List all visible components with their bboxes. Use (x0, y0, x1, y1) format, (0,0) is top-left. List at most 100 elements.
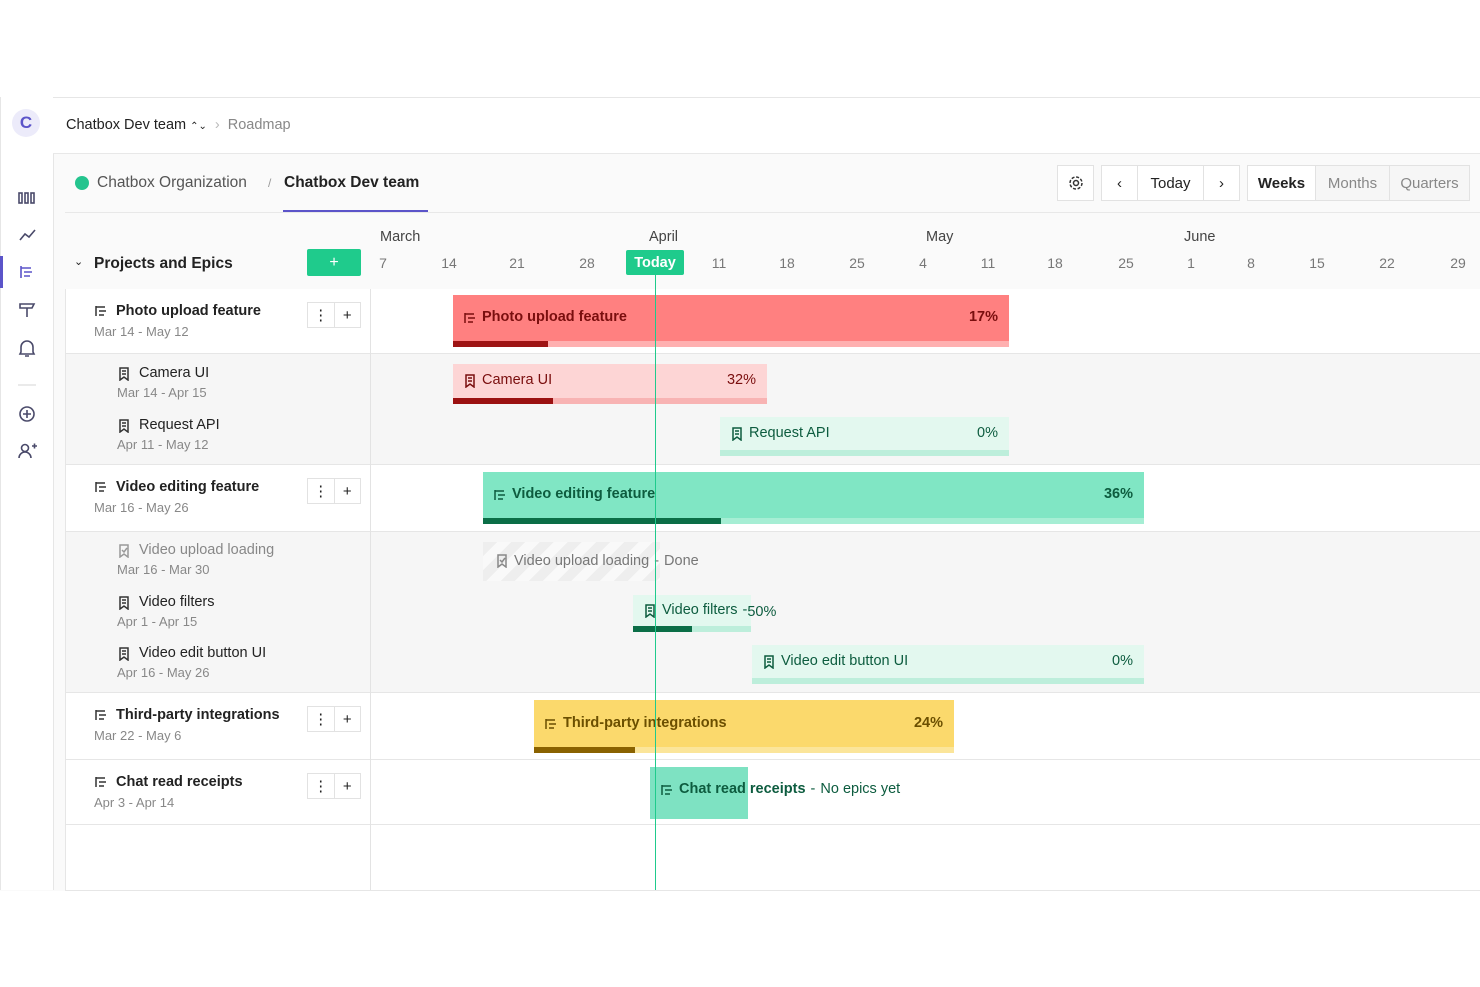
project-name[interactable]: Chat read receipts (116, 774, 243, 790)
today-button[interactable]: Today (1137, 165, 1204, 201)
done-icon (119, 544, 129, 558)
collapse-all[interactable]: ⌄ (74, 256, 84, 268)
day-label: 7 (379, 255, 387, 271)
settings-button[interactable] (1057, 165, 1094, 201)
progress-label: 32% (726, 372, 756, 388)
progress-track (453, 398, 767, 404)
progress-label: 0% (977, 424, 998, 441)
avatar[interactable]: C (12, 109, 40, 137)
bar-name: Video filters (662, 601, 738, 618)
view-button[interactable]: Quarters (1389, 165, 1470, 201)
add-button[interactable]: + (333, 303, 361, 327)
org-icon (75, 176, 89, 190)
team-switcher[interactable]: Chatbox Dev team ⌃⌄ › Roadmap (66, 117, 291, 133)
project-dates: Mar 14 - May 12 (94, 324, 189, 339)
bar-label: Request API (749, 425, 830, 441)
day-label: 25 (1118, 255, 1134, 271)
project-bar[interactable]: Video editing feature 36% (483, 472, 1144, 524)
bell-icon[interactable] (18, 340, 36, 357)
progress-track (633, 626, 751, 632)
menu-button[interactable]: ⋮ (313, 778, 329, 795)
sidebar-icons (0, 192, 37, 459)
project-bar[interactable]: Photo upload feature 17% (453, 295, 1009, 347)
icon-holder (94, 480, 108, 494)
day-label: 22 (1379, 255, 1395, 271)
add-button[interactable]: + (333, 479, 361, 503)
epic-name[interactable]: Camera UI (139, 365, 210, 381)
view-button[interactable]: Months (1315, 165, 1390, 201)
org-tab[interactable]: Chatbox Organization (97, 174, 247, 191)
day-label: 25 (849, 255, 865, 271)
add-icon[interactable] (19, 406, 35, 422)
crumb-separator: / (268, 176, 272, 190)
project-bar[interactable]: Third-party integrations 24% (534, 700, 954, 753)
project-name[interactable]: Video editing feature (116, 479, 260, 495)
bar-label: Video edit button UI (781, 653, 908, 669)
bar-name: Request API (749, 424, 830, 441)
separator: - (810, 781, 816, 797)
board-icon[interactable] (18, 192, 35, 204)
project-icon (95, 482, 106, 492)
project-row (66, 760, 1480, 825)
add-button[interactable]: + (333, 707, 361, 731)
toolbar-divider (65, 212, 1480, 213)
month-label: May (926, 229, 954, 245)
status: Done (664, 553, 699, 569)
icon-holder (117, 647, 131, 661)
analytics-icon[interactable] (19, 229, 36, 241)
month-label: March (380, 229, 421, 245)
team-tab[interactable]: Chatbox Dev team (284, 174, 420, 191)
row-actions: ⋮ + (307, 773, 361, 799)
epic-bar[interactable]: Video edit button UI 0% (752, 645, 1144, 684)
project-bar[interactable]: Chat read receipts - No epics yet (650, 767, 900, 819)
progress-label: 0% (1112, 652, 1133, 669)
sidebar (0, 97, 54, 890)
add-button[interactable]: + (333, 774, 361, 798)
epic-name[interactable]: Video edit button UI (139, 645, 267, 661)
day-label: 14 (441, 255, 457, 271)
project-name[interactable]: Photo upload feature (116, 303, 261, 319)
epic-name[interactable]: Request API (139, 417, 220, 433)
epic-bar[interactable]: Request API 0% (720, 417, 1009, 456)
menu-button[interactable]: ⋮ (313, 307, 329, 324)
day-label: 15 (1309, 255, 1325, 271)
epic-icon (119, 596, 129, 610)
epic-name[interactable]: Video filters (139, 594, 215, 610)
project-name[interactable]: Third-party integrations (116, 707, 280, 723)
add-button[interactable]: + (307, 249, 361, 276)
icon-holder (94, 708, 108, 722)
tab-underline (283, 210, 428, 212)
prev-button[interactable]: ‹ (1101, 165, 1138, 201)
view-button[interactable]: Weeks (1247, 165, 1316, 201)
menu-button[interactable]: ⋮ (313, 711, 329, 728)
bar-label: Video editing feature (512, 486, 655, 502)
project-dates: Mar 16 - May 26 (94, 500, 189, 515)
progress-track (752, 678, 1144, 684)
release-icon[interactable] (19, 303, 36, 317)
roadmap-icon[interactable] (20, 266, 32, 278)
day-label: 28 (579, 255, 595, 271)
epic-icon (732, 426, 742, 441)
bar-label: Camera UI (482, 372, 552, 388)
epic-icon (119, 419, 129, 433)
icon-holder (94, 775, 108, 789)
project-dates: Apr 3 - Apr 14 (94, 795, 175, 810)
epic-dates: Apr 16 - May 26 (117, 665, 210, 680)
menu-button[interactable]: ⋮ (313, 483, 329, 500)
day-label: 8 (1247, 255, 1255, 271)
next-button[interactable]: › (1203, 165, 1240, 201)
epic-bar[interactable]: Camera UI 32% (453, 364, 767, 404)
chevron: ⌃⌄ (190, 121, 207, 132)
bar-name: Video editing feature (512, 486, 656, 502)
day-label: 29 (1450, 255, 1466, 271)
progress-track (453, 341, 1009, 347)
progress-fill (534, 747, 635, 753)
invite-icon[interactable] (18, 443, 37, 459)
day-label: 18 (779, 255, 795, 271)
progress-label: 36% (1103, 486, 1133, 502)
epic-bar[interactable]: Video filters -50% (633, 595, 776, 632)
progress-fill (453, 341, 548, 347)
epic-name[interactable]: Video upload loading (139, 542, 275, 558)
bar-name: Photo upload feature (482, 309, 627, 325)
day-label: 11 (711, 255, 727, 271)
